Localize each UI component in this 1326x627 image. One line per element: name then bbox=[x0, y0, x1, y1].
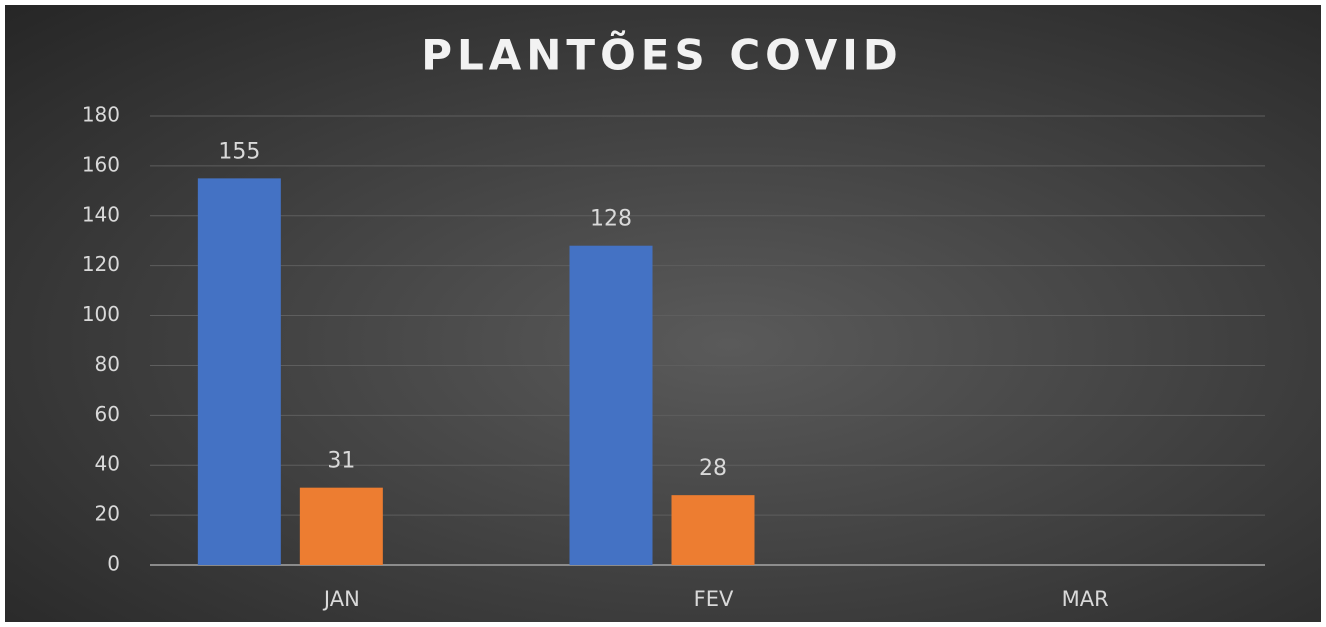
y-tick-label: 60 bbox=[95, 402, 120, 426]
data-label: 128 bbox=[590, 207, 632, 232]
y-tick-label: 80 bbox=[95, 352, 120, 376]
data-label: 28 bbox=[699, 456, 727, 481]
y-tick-label: 180 bbox=[82, 103, 120, 127]
x-tick-label: FEV bbox=[694, 587, 734, 611]
bar bbox=[197, 178, 281, 565]
x-tick-label: MAR bbox=[1062, 587, 1109, 611]
chart-title: PLANTÕES COVID bbox=[421, 30, 903, 80]
bar bbox=[671, 495, 755, 565]
y-tick-label: 40 bbox=[95, 452, 120, 476]
y-tick-label: 0 bbox=[107, 552, 120, 576]
y-tick-label: 120 bbox=[82, 252, 120, 276]
y-tick-label: 160 bbox=[82, 152, 120, 176]
x-tick-label: JAN bbox=[322, 587, 360, 611]
y-tick-label: 20 bbox=[95, 502, 120, 526]
y-tick-label: 100 bbox=[82, 302, 120, 326]
data-label: 31 bbox=[327, 449, 355, 474]
bar bbox=[299, 487, 383, 565]
y-tick-label: 140 bbox=[82, 202, 120, 226]
data-label: 155 bbox=[218, 139, 260, 164]
bar bbox=[569, 245, 653, 565]
